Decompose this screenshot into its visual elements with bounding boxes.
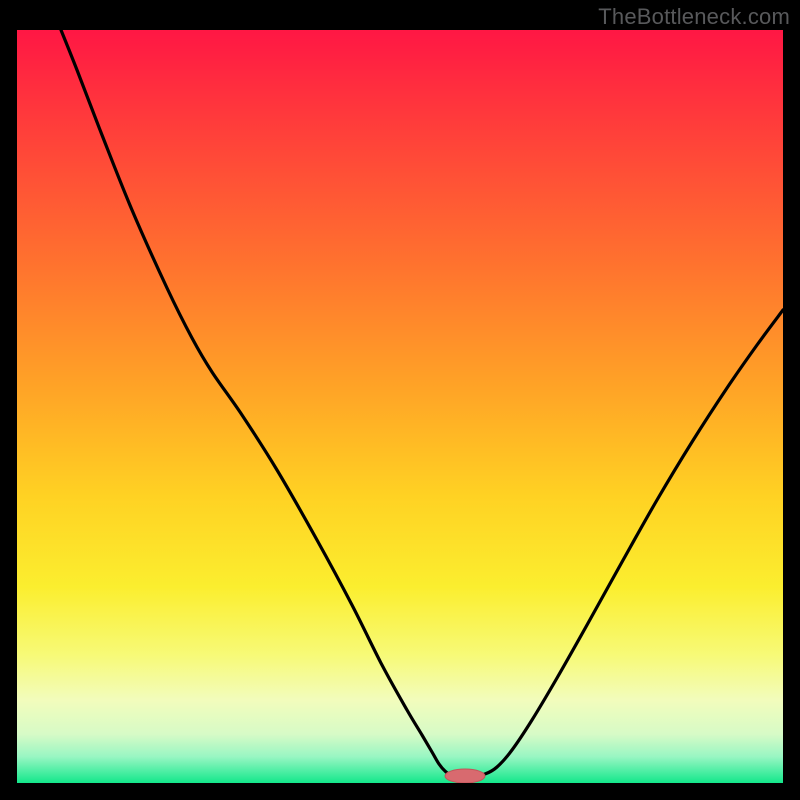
- watermark-label: TheBottleneck.com: [598, 4, 790, 30]
- chart-svg: [17, 30, 783, 783]
- gradient-background: [17, 30, 783, 783]
- plot-area: [17, 30, 783, 783]
- minimum-marker: [445, 769, 485, 783]
- chart-frame: TheBottleneck.com: [0, 0, 800, 800]
